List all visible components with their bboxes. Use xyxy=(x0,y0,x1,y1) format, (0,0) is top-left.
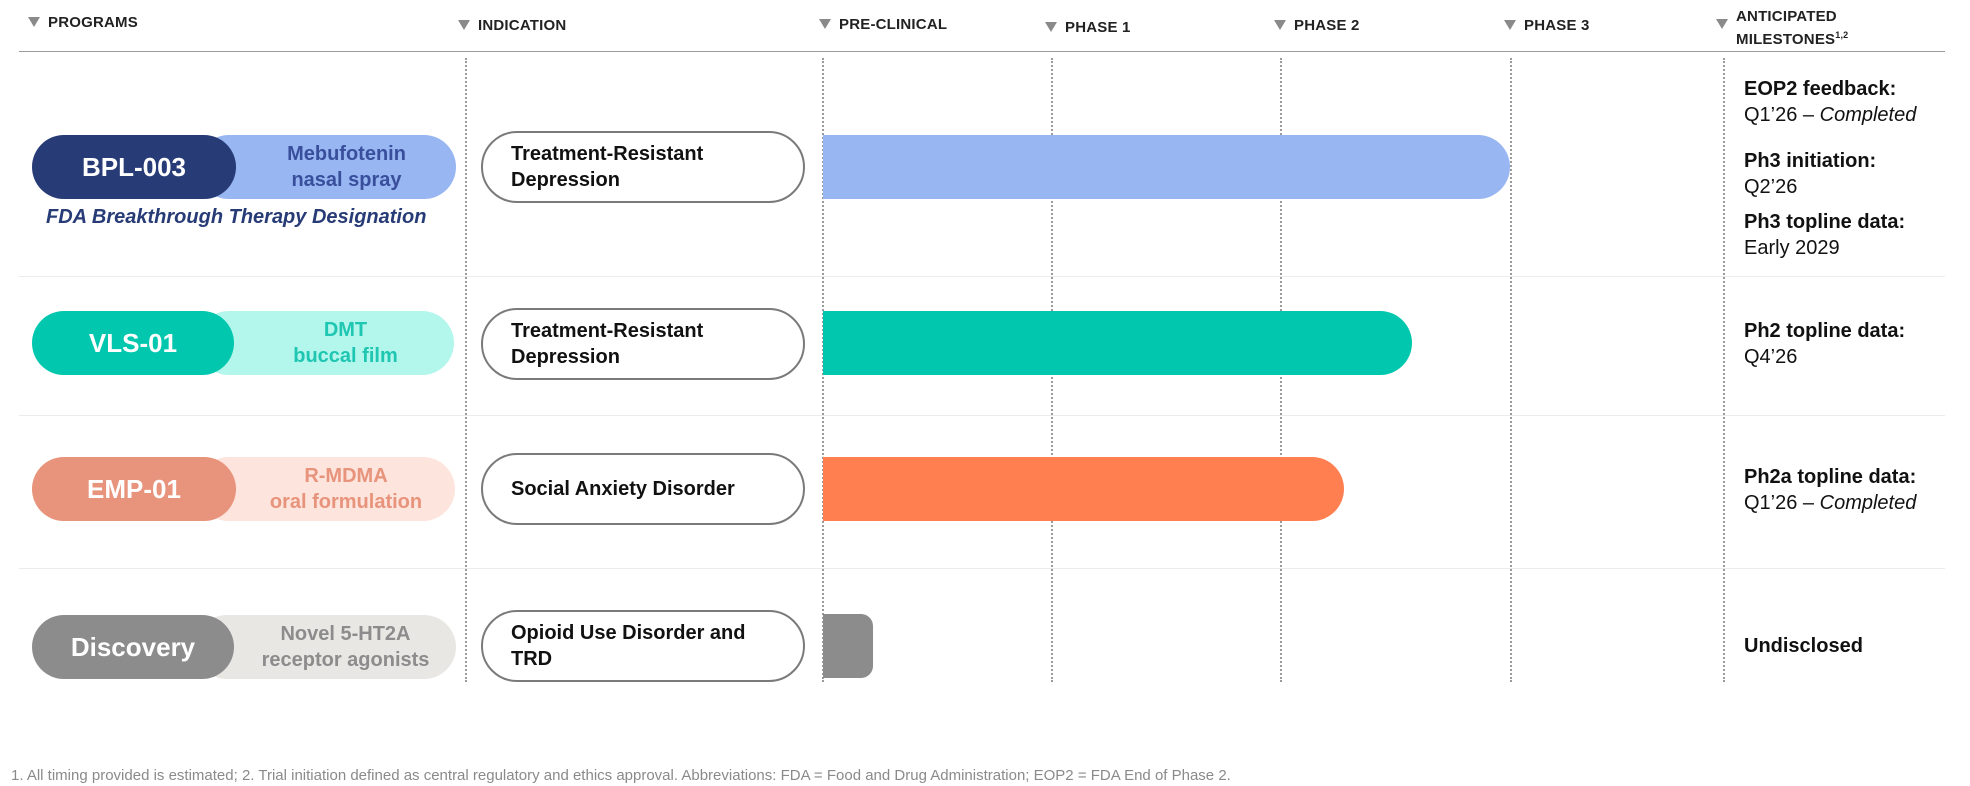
footnote: 1. All timing provided is estimated; 2. … xyxy=(11,767,1231,784)
milestone-status: Completed xyxy=(1819,104,1917,126)
divider-indication xyxy=(465,58,467,682)
sort-triangle-icon[interactable] xyxy=(819,19,831,29)
sort-triangle-icon[interactable] xyxy=(1716,19,1728,29)
header-rule xyxy=(19,51,1945,52)
header-phase1: PHASE 1 xyxy=(1045,19,1131,36)
header-phase2-label: PHASE 2 xyxy=(1294,17,1360,34)
indication-pill: Opioid Use Disorder and TRD xyxy=(481,610,805,682)
progress-bar-vls-01 xyxy=(823,311,1412,375)
milestone-block: Ph3 initiation: Q2’26 xyxy=(1744,148,1876,200)
header-milestones-line2: MILESTONES xyxy=(1736,31,1836,48)
header-phase3-label: PHASE 3 xyxy=(1524,17,1590,34)
milestone-block: Ph2 topline data: Q4’26 xyxy=(1744,318,1905,370)
program-desc-pill: R-MDMA oral formulation xyxy=(197,457,455,521)
program-desc-line1: R-MDMA xyxy=(304,465,388,487)
header-milestones-sup: 1,2 xyxy=(1835,30,1849,40)
milestone-block: Ph3 topline data: Early 2029 xyxy=(1744,209,1905,261)
program-code-pill[interactable]: EMP-01 xyxy=(32,457,236,521)
header-programs: PROGRAMS xyxy=(28,14,138,31)
program-desc-text: DMT buccal film xyxy=(293,317,397,369)
program-desc-text: R-MDMA oral formulation xyxy=(270,463,422,515)
program-desc-line2: buccal film xyxy=(293,345,398,367)
header-preclinical-label: PRE-CLINICAL xyxy=(839,16,948,33)
milestone-block: Ph2a topline data: Q1’26 – Completed xyxy=(1744,464,1916,516)
divider-milestones xyxy=(1723,58,1725,682)
program-desc-line2: oral formulation xyxy=(269,491,423,513)
milestone-label: Ph2a topline data: xyxy=(1744,466,1917,488)
program-desc-line1: Mebufotenin xyxy=(287,143,406,165)
row-separator xyxy=(19,276,1945,277)
milestone-block: Undisclosed xyxy=(1744,633,1863,659)
milestone-value: Early 2029 xyxy=(1744,237,1840,259)
indication-pill: Social Anxiety Disorder xyxy=(481,453,805,525)
milestone-label: EOP2 feedback: xyxy=(1744,78,1897,100)
milestone-value: Q2’26 xyxy=(1744,176,1798,198)
row-separator xyxy=(19,415,1945,416)
milestone-value: Q4’26 xyxy=(1744,346,1798,368)
divider-phase3 xyxy=(1510,58,1512,682)
fda-designation-label: FDA Breakthrough Therapy Designation xyxy=(46,206,427,228)
header-indication-label: INDICATION xyxy=(478,17,567,34)
program-code-pill[interactable]: VLS-01 xyxy=(32,311,234,375)
indication-pill: Treatment-Resistant Depression xyxy=(481,308,805,380)
milestone-value: Q1’26 – xyxy=(1744,492,1815,514)
sort-triangle-icon[interactable] xyxy=(1045,22,1057,32)
program-desc-line1: DMT xyxy=(323,319,368,341)
row-separator xyxy=(19,568,1945,569)
milestone-label: Ph2 topline data: xyxy=(1744,320,1906,342)
sort-triangle-icon[interactable] xyxy=(28,17,40,27)
sort-triangle-icon[interactable] xyxy=(1274,20,1286,30)
program-desc-line1: Novel 5-HT2A xyxy=(280,623,411,645)
header-phase3: PHASE 3 xyxy=(1504,17,1590,34)
header-phase2: PHASE 2 xyxy=(1274,17,1360,34)
program-code-pill[interactable]: Discovery xyxy=(32,615,234,679)
program-desc-text: Novel 5-HT2A receptor agonists xyxy=(262,621,430,673)
milestone-label: Undisclosed xyxy=(1744,635,1863,657)
header-milestones: ANTICIPATED MILESTONES1,2 xyxy=(1716,7,1848,49)
progress-bar-bpl-003 xyxy=(823,135,1510,199)
progress-bar-discovery xyxy=(823,614,873,678)
program-desc-pill: Mebufotenin nasal spray xyxy=(197,135,456,199)
program-desc-text: Mebufotenin nasal spray xyxy=(287,141,406,193)
milestone-status: Completed xyxy=(1819,492,1917,514)
indication-pill: Treatment-Resistant Depression xyxy=(481,131,805,203)
milestone-value: Q1’26 – xyxy=(1744,104,1815,126)
milestone-label: Ph3 initiation: xyxy=(1744,150,1877,172)
milestone-block: EOP2 feedback: Q1’26 – Completed xyxy=(1744,76,1916,128)
program-desc-line2: nasal spray xyxy=(291,169,402,191)
header-programs-label: PROGRAMS xyxy=(48,14,138,31)
program-desc-pill: DMT buccal film xyxy=(197,311,454,375)
program-desc-pill: Novel 5-HT2A receptor agonists xyxy=(195,615,456,679)
header-preclinical: PRE-CLINICAL xyxy=(819,16,947,33)
header-milestones-label: ANTICIPATED MILESTONES1,2 xyxy=(1736,7,1848,49)
header-indication: INDICATION xyxy=(458,17,566,34)
milestone-label: Ph3 topline data: xyxy=(1744,211,1906,233)
sort-triangle-icon[interactable] xyxy=(1504,20,1516,30)
header-milestones-line1: ANTICIPATED xyxy=(1736,8,1837,25)
progress-bar-emp-01 xyxy=(823,457,1344,521)
program-desc-line2: receptor agonists xyxy=(261,649,430,671)
sort-triangle-icon[interactable] xyxy=(458,20,470,30)
header-phase1-label: PHASE 1 xyxy=(1065,19,1131,36)
program-code-pill[interactable]: BPL-003 xyxy=(32,135,236,199)
